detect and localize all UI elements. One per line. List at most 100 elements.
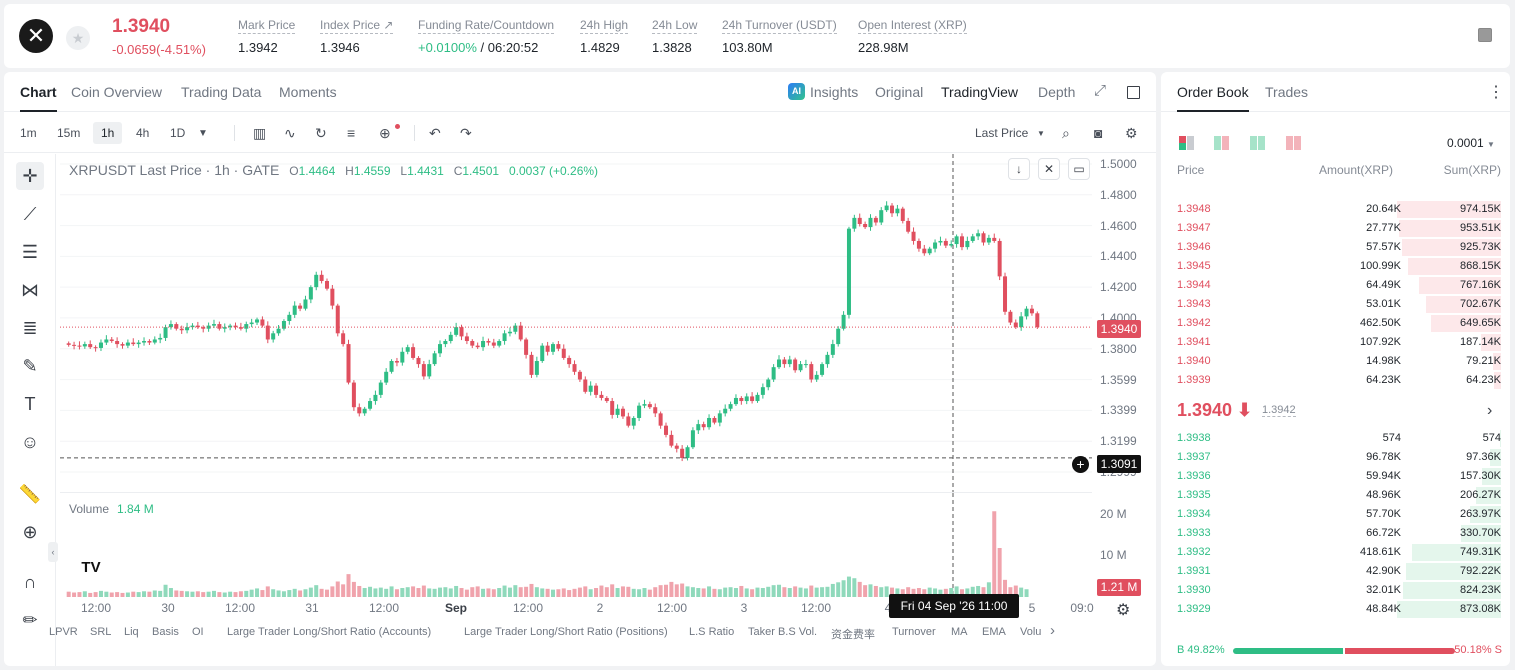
order-book-row[interactable]: 1.3934 57.70K 263.97K bbox=[1161, 505, 1510, 524]
stat-label[interactable]: Funding Rate/Countdown bbox=[418, 18, 555, 34]
indicator-item[interactable]: Taker B.S Vol. bbox=[748, 626, 818, 638]
add-alert-icon[interactable]: ⊕ bbox=[379, 125, 391, 141]
horizontal-lines-tool-icon[interactable]: ☰ bbox=[21, 242, 39, 262]
emoji-tool-icon[interactable]: ☺ bbox=[20, 432, 40, 452]
zoom-in-tool-icon[interactable]: ⊕ bbox=[22, 522, 38, 542]
text-tool-icon[interactable]: T bbox=[24, 394, 36, 414]
fib-tool-icon[interactable]: ≣ bbox=[22, 318, 38, 338]
indicator-item[interactable]: SRL bbox=[90, 626, 112, 638]
chevron-down-icon[interactable]: ▼ bbox=[1037, 129, 1045, 138]
indicator-item[interactable]: MA bbox=[951, 626, 968, 638]
collapse-toolbar-icon[interactable]: ‹ bbox=[48, 542, 58, 562]
edit-pencil-icon[interactable]: ✏ bbox=[22, 610, 38, 630]
indicator-item[interactable]: Large Trader Long/Short Ratio (Accounts) bbox=[227, 626, 432, 638]
indicator-item[interactable]: EMA bbox=[982, 626, 1006, 638]
layout-asks-icon[interactable] bbox=[1286, 136, 1302, 150]
interval-15m[interactable]: 15m bbox=[57, 126, 81, 140]
guide-book-icon[interactable] bbox=[1478, 28, 1492, 42]
indicator-item[interactable]: Basis bbox=[152, 626, 179, 638]
stat-label[interactable]: Index Price ↗ bbox=[320, 18, 394, 34]
price-type-select[interactable]: Last Price bbox=[975, 126, 1029, 140]
undo-icon[interactable]: ↶ bbox=[429, 125, 441, 141]
pattern-tool-icon[interactable]: ⋈ bbox=[21, 280, 39, 300]
interval-1m[interactable]: 1m bbox=[20, 126, 37, 140]
order-book-row[interactable]: 1.3942 462.50K 649.65K bbox=[1161, 314, 1510, 333]
order-book-row[interactable]: 1.3941 107.92K 187.14K bbox=[1161, 333, 1510, 352]
layout-both-alt-icon[interactable] bbox=[1214, 136, 1230, 150]
collapse-icon[interactable]: ✕ bbox=[1038, 158, 1060, 180]
indicator-item[interactable]: Large Trader Long/Short Ratio (Positions… bbox=[464, 626, 668, 638]
tab-original[interactable]: Original bbox=[875, 84, 924, 100]
tab-tradingview[interactable]: TradingView bbox=[941, 84, 1019, 100]
layout-both-icon[interactable] bbox=[1179, 136, 1195, 150]
expand-icon[interactable]: ⤢ bbox=[1094, 82, 1107, 99]
tab-depth[interactable]: Depth bbox=[1038, 84, 1076, 100]
interval-dropdown-icon[interactable]: ▼ bbox=[198, 128, 208, 139]
indicators-icon[interactable]: ∿ bbox=[284, 125, 296, 141]
trendline-tool-icon[interactable]: ⟋ bbox=[23, 204, 37, 224]
order-book-row[interactable]: 1.3936 59.94K 157.30K bbox=[1161, 467, 1510, 486]
order-book-row[interactable]: 1.3948 20.64K 974.15K bbox=[1161, 200, 1510, 219]
order-book-row[interactable]: 1.3940 14.98K 79.21K bbox=[1161, 352, 1510, 371]
price-plot[interactable] bbox=[60, 154, 1092, 492]
camera-icon[interactable]: ◙ bbox=[1094, 125, 1103, 141]
time-axis[interactable]: 12:00 30 12:00 31 12:00 Sep 12:00 2 12:00 3 12:00 4… bbox=[60, 597, 1094, 619]
magnet-tool-icon[interactable]: ∩ bbox=[23, 572, 37, 592]
indicator-item[interactable]: Liq bbox=[124, 626, 139, 638]
crosshair-tool-icon[interactable]: ✛ bbox=[16, 162, 44, 190]
scroll-down-icon[interactable]: ↓ bbox=[1008, 158, 1030, 180]
order-book-row[interactable]: 1.3938 574 574 bbox=[1161, 429, 1510, 448]
stat-label[interactable]: Mark Price bbox=[238, 18, 296, 34]
indicator-item[interactable]: OI bbox=[192, 626, 204, 638]
axis-settings-icon[interactable]: ⚙ bbox=[1116, 602, 1131, 619]
fullscreen-icon[interactable]: ▭ bbox=[1068, 158, 1090, 180]
tradingview-logo-icon[interactable]: TV bbox=[74, 556, 108, 580]
settings-gear-icon[interactable]: ⚙ bbox=[1125, 125, 1138, 141]
chevron-right-icon[interactable]: › bbox=[1487, 402, 1493, 419]
interval-1d[interactable]: 1D bbox=[170, 126, 186, 140]
order-book-row[interactable]: 1.3932 418.61K 749.31K bbox=[1161, 543, 1510, 562]
order-book-row[interactable]: 1.3933 66.72K 330.70K bbox=[1161, 524, 1510, 543]
tab-trades[interactable]: Trades bbox=[1265, 84, 1309, 100]
order-book-row[interactable]: 1.3945 100.99K 868.15K bbox=[1161, 257, 1510, 276]
templates-icon[interactable]: ≡ bbox=[347, 125, 356, 141]
tick-size-select[interactable]: 0.0001 ▼ bbox=[1447, 136, 1495, 150]
interval-1h[interactable]: 1h bbox=[93, 122, 123, 144]
indicator-scroll-right-icon[interactable]: › bbox=[1050, 622, 1055, 639]
more-menu-icon[interactable]: ⋮ bbox=[1488, 84, 1504, 101]
order-book-row[interactable]: 1.3930 32.01K 824.23K bbox=[1161, 581, 1510, 600]
candle-type-icon[interactable]: ▥ bbox=[253, 125, 267, 141]
order-book-row[interactable]: 1.3937 96.78K 97.36K bbox=[1161, 448, 1510, 467]
order-book-row[interactable]: 1.3943 53.01K 702.67K bbox=[1161, 295, 1510, 314]
order-book-row[interactable]: 1.3929 48.84K 873.08K bbox=[1161, 600, 1510, 619]
stat-label[interactable]: Open Interest (XRP) bbox=[858, 18, 967, 34]
indicator-item[interactable]: Volu bbox=[1020, 626, 1042, 638]
order-book-row[interactable]: 1.3947 27.77K 953.51K bbox=[1161, 219, 1510, 238]
order-book-row[interactable]: 1.3939 64.23K 64.23K bbox=[1161, 371, 1510, 390]
tab-moments[interactable]: Moments bbox=[279, 84, 337, 100]
insights-button[interactable]: Insights bbox=[810, 84, 859, 100]
order-book-row[interactable]: 1.3931 42.90K 792.22K bbox=[1161, 562, 1510, 581]
crosshair-add-icon[interactable]: + bbox=[1072, 456, 1089, 473]
window-icon[interactable] bbox=[1127, 86, 1140, 99]
indicator-item[interactable]: 资金费率 bbox=[831, 629, 875, 641]
indicator-item[interactable]: Turnover bbox=[892, 626, 936, 638]
interval-4h[interactable]: 4h bbox=[136, 126, 150, 140]
ruler-tool-icon[interactable]: 📏 bbox=[18, 484, 42, 504]
volume-plot[interactable] bbox=[60, 492, 1092, 597]
redo-icon[interactable]: ↷ bbox=[460, 125, 472, 141]
search-icon[interactable]: ⌕ bbox=[1062, 125, 1070, 141]
favorite-star-icon[interactable]: ★ bbox=[66, 26, 90, 50]
tab-order-book[interactable]: Order Book bbox=[1177, 84, 1249, 112]
indicator-item[interactable]: L.S Ratio bbox=[689, 626, 735, 638]
layout-bids-icon[interactable] bbox=[1250, 136, 1266, 150]
tab-trading-data[interactable]: Trading Data bbox=[181, 84, 262, 100]
tab-coin-overview[interactable]: Coin Overview bbox=[71, 84, 163, 100]
order-book-row[interactable]: 1.3946 57.57K 925.73K bbox=[1161, 238, 1510, 257]
tab-chart[interactable]: Chart bbox=[20, 84, 57, 112]
replay-icon[interactable]: ↻ bbox=[315, 125, 327, 141]
order-book-row[interactable]: 1.3944 64.49K 767.16K bbox=[1161, 276, 1510, 295]
indicator-item[interactable]: LPVR bbox=[49, 626, 78, 638]
order-book-row[interactable]: 1.3935 48.96K 206.27K bbox=[1161, 486, 1510, 505]
brush-tool-icon[interactable]: ✎ bbox=[22, 356, 38, 376]
